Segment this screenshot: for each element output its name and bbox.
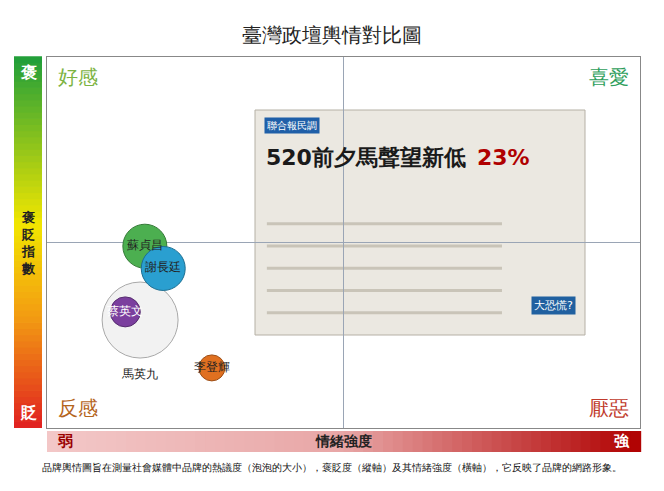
svg-text:520前夕馬聲望新低: 520前夕馬聲望新低 bbox=[266, 145, 466, 170]
svg-text:馬英九: 馬英九 bbox=[121, 367, 158, 381]
svg-text:蔡英文: 蔡英文 bbox=[107, 304, 143, 318]
svg-text:謝長廷: 謝長廷 bbox=[145, 260, 181, 274]
svg-text:聯合報民調: 聯合報民調 bbox=[267, 120, 317, 131]
svg-text:喜愛: 喜愛 bbox=[589, 65, 629, 89]
svg-text:褒: 褒 bbox=[20, 63, 37, 82]
svg-text:強: 強 bbox=[614, 432, 630, 450]
svg-text:弱: 弱 bbox=[57, 432, 73, 450]
svg-text:品牌輿情圖旨在測量社會媒體中品牌的熱議度（泡泡的大小），褒貶: 品牌輿情圖旨在測量社會媒體中品牌的熱議度（泡泡的大小），褒貶度（縱軸）及其情緒強… bbox=[42, 462, 622, 473]
svg-text:大恐慌?: 大恐慌? bbox=[534, 299, 573, 312]
svg-text:褒貶指數: 褒貶指數 bbox=[21, 210, 36, 276]
svg-text:臺灣政壇輿情對比圖: 臺灣政壇輿情對比圖 bbox=[242, 23, 422, 47]
svg-text:蘇貞昌: 蘇貞昌 bbox=[127, 238, 163, 252]
svg-text:李登輝: 李登輝 bbox=[194, 360, 230, 374]
svg-text:情緒強度: 情緒強度 bbox=[315, 433, 372, 449]
svg-text:反感: 反感 bbox=[58, 396, 98, 420]
svg-text:厭惡: 厭惡 bbox=[589, 396, 629, 420]
svg-text:貶: 貶 bbox=[20, 403, 37, 422]
svg-text:23%: 23% bbox=[477, 145, 530, 170]
svg-text:好感: 好感 bbox=[58, 65, 98, 89]
